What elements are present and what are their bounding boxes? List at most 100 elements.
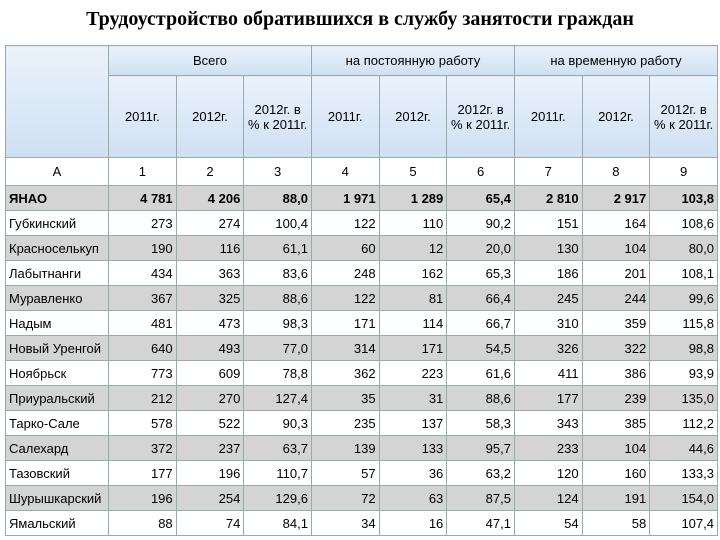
column-number: 1 [108,157,177,186]
cell: 61,6 [446,360,515,386]
cell: 36 [378,460,448,486]
cell: 88,6 [446,385,515,411]
cell: 60 [310,235,380,261]
region-name: Лабытнанги [5,260,109,286]
cell: 164 [581,210,651,236]
cell: 434 [108,260,177,286]
cell: 139 [310,435,380,461]
cell: 90,2 [446,210,515,236]
cell: 254 [175,485,245,511]
data-row: Ямальский 88 74 84,1 34 16 47,1 54 58 107,4 [5,510,718,536]
cell: 233 [513,435,583,461]
region-name: Ямальский [5,510,109,536]
cell: 1 289 [378,185,448,211]
cell: 127,4 [243,385,312,411]
cell: 20,0 [446,235,515,261]
data-row: Салехард 372 237 63,7 139 133 95,7 233 104 44,6 [5,435,718,461]
cell: 61,1 [243,235,312,261]
region-name: Надым [5,310,109,336]
cell: 191 [581,485,651,511]
cell: 78,8 [243,360,312,386]
group-header: на временную работу [513,45,719,76]
cell: 83,6 [243,260,312,286]
column-number: 5 [378,157,448,186]
cell: 151 [513,210,583,236]
cell: 362 [310,360,380,386]
cell: 65,4 [446,185,515,211]
cell: 98,3 [243,310,312,336]
cell: 372 [108,435,177,461]
column-header: 2012г. [175,75,245,158]
cell: 124 [513,485,583,511]
cell: 154,0 [649,485,718,511]
cell: 58,3 [446,410,515,436]
cell: 196 [108,485,177,511]
cell: 248 [310,260,380,286]
cell: 609 [175,360,245,386]
cell: 363 [175,260,245,286]
cell: 66,7 [446,310,515,336]
column-header: 2012г. [581,75,651,158]
cell: 212 [108,385,177,411]
cell: 223 [378,360,448,386]
region-name: Ноябрьск [5,360,109,386]
column-number: 3 [243,157,312,186]
cell: 160 [581,460,651,486]
cell: 93,9 [649,360,718,386]
cell: 137 [378,410,448,436]
cell: 162 [378,260,448,286]
cell: 129,6 [243,485,312,511]
header-row: 2011г. 2012г. 2012г. в % к 2011г. 2011г. 201… [6,75,718,158]
cell: 367 [108,285,177,311]
cell: 74 [175,510,245,536]
cell: 493 [175,335,245,361]
cell: 130 [513,235,583,261]
cell: 104 [581,235,651,261]
column-number: 7 [513,157,583,186]
cell: 58 [581,510,651,536]
cell: 270 [175,385,245,411]
cell: 481 [108,310,177,336]
cell: 87,5 [446,485,515,511]
title: Трудоустройство обратившихся в службу за… [86,8,634,30]
cell: 115,8 [649,310,718,336]
data-row: ЯНАО 4 781 4 206 88,0 1 971 1 289 65,4 2 810 2 9… [5,185,718,211]
data-row: Шурышкарский 196 254 129,6 72 63 87,5 124 191 154… [5,485,718,511]
column-number: А [5,157,109,186]
cell: 201 [581,260,651,286]
cell: 245 [513,285,583,311]
cell: 63 [378,485,448,511]
column-number: 2 [175,157,245,186]
data-row: Красноселькуп 190 116 61,1 60 12 20,0 130 104 80,… [5,235,718,261]
cell: 54,5 [446,335,515,361]
cell: 171 [378,335,448,361]
cell: 177 [513,385,583,411]
column-header: 2012г. в % к 2011г. [446,75,515,158]
column-header: 2012г. в % к 2011г. [649,75,718,158]
data-row: Приуральский 212 270 127,4 35 31 88,6 177 239 135… [5,385,718,411]
cell: 81 [378,285,448,311]
cell: 244 [581,285,651,311]
cell: 322 [581,335,651,361]
cell: 16 [378,510,448,536]
cell: 12 [378,235,448,261]
cell: 310 [513,310,583,336]
cell: 640 [108,335,177,361]
cell: 90,3 [243,410,312,436]
data-row: Новый Уренгой 640 493 77,0 314 171 54,5 326 322 9… [5,335,718,361]
cell: 72 [310,485,380,511]
cell: 77,0 [243,335,312,361]
cell: 107,4 [649,510,718,536]
cell: 314 [310,335,380,361]
cell: 120 [513,460,583,486]
cell: 239 [581,385,651,411]
cell: 473 [175,310,245,336]
column-number: 8 [581,157,651,186]
cell: 65,3 [446,260,515,286]
header-row: Всего на постоянную работу на временную ра… [5,45,719,158]
region-name: Приуральский [5,385,109,411]
column-number: 9 [649,157,718,186]
region-name: ЯНАО [5,185,109,211]
